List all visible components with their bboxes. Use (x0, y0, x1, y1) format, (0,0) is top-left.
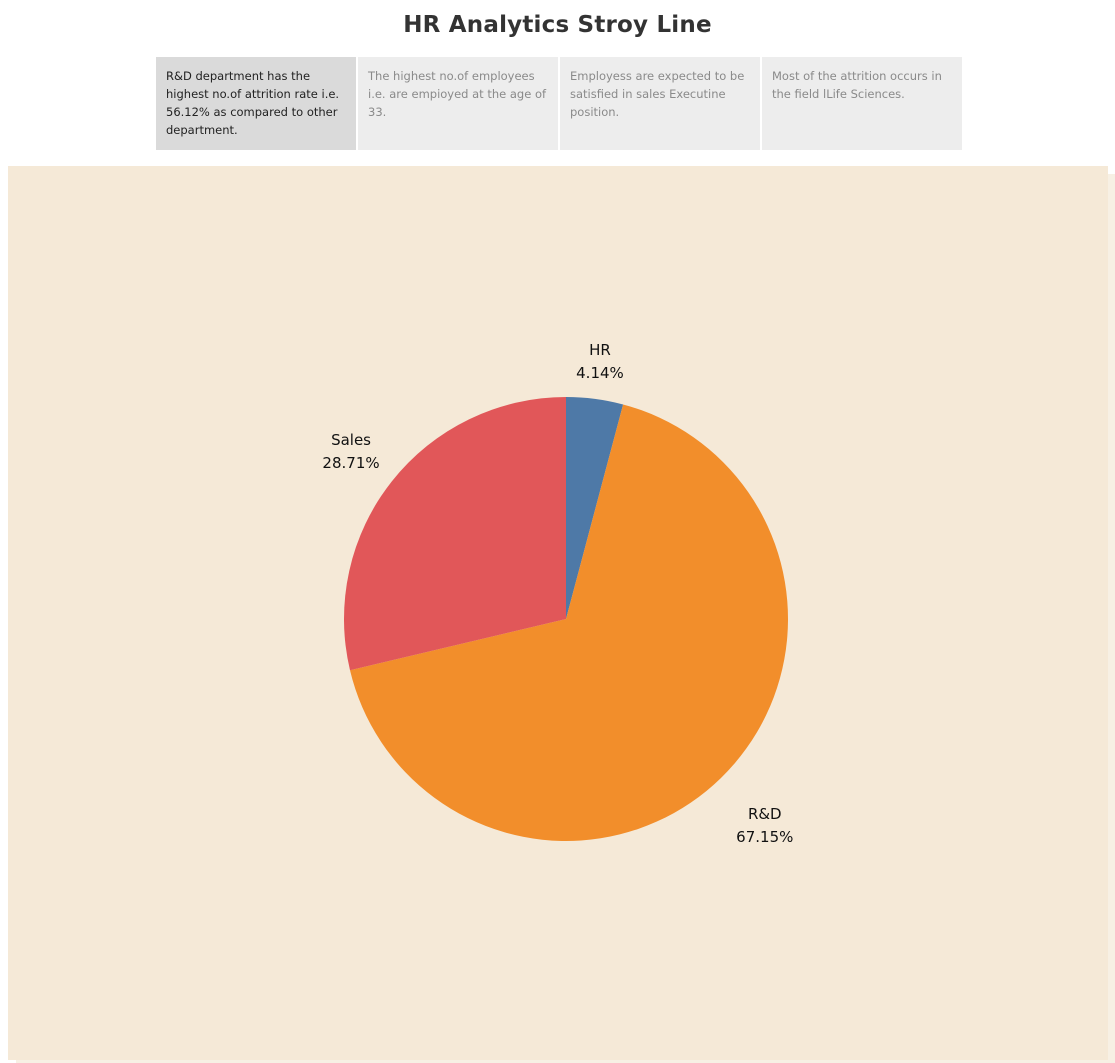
story-points-navigator: R&D department has the highest no.of att… (156, 57, 962, 150)
pie-slice-rd[interactable] (350, 404, 788, 841)
slice-value-label-sales: 28.71% (322, 454, 379, 472)
slice-name-label-rd: R&D (748, 805, 782, 823)
slice-value-label-rd: 67.15% (736, 828, 793, 846)
story-point-1[interactable]: R&D department has the highest no.of att… (156, 57, 356, 150)
slice-name-label-hr: HR (589, 341, 611, 359)
slice-value-label-hr: 4.14% (576, 364, 624, 382)
story-title: HR Analytics Stroy Line (403, 12, 712, 38)
story-point-4[interactable]: Most of the attrition occurs in the fiel… (762, 57, 962, 150)
pie-chart: HR 4.14% R&D 67.15% Sales 28.71% (322, 341, 793, 846)
slice-name-label-sales: Sales (331, 431, 371, 449)
pie-slice-hr[interactable] (566, 397, 624, 619)
pie-slice-sales[interactable] (344, 397, 566, 671)
dashboard-canvas: HR 4.14% R&D 67.15% Sales 28.71% (8, 166, 1108, 1060)
story-point-3[interactable]: Employess are expected to be satisfied i… (560, 57, 760, 150)
story-point-2[interactable]: The highest no.of employees i.e. are emp… (358, 57, 558, 150)
